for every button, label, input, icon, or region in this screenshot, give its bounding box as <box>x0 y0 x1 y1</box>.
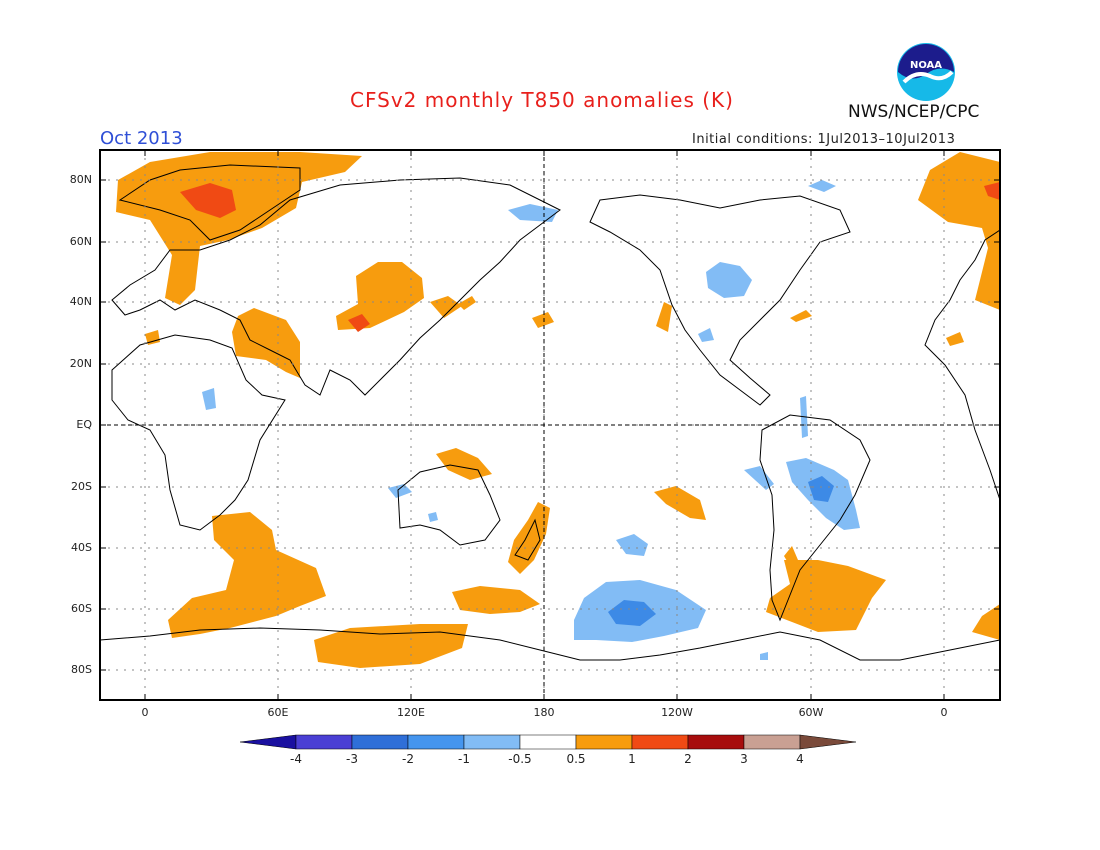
longitude-label: 120E <box>397 706 425 719</box>
coast-antarctica <box>100 627 1000 661</box>
colorbar-segment <box>519 734 577 750</box>
warm-anomaly-iberia <box>946 332 964 346</box>
latitude-label: 60S <box>71 602 92 615</box>
cool-anomaly-west-australia <box>388 484 412 498</box>
colorbar-label: 1 <box>628 752 636 766</box>
warm-anomaly-south-indian <box>168 512 326 638</box>
cool-anomaly-north-america <box>706 262 752 298</box>
colorbar-label: -0.5 <box>508 752 532 766</box>
warm-anomaly-far-southeast <box>972 604 1000 640</box>
colorbar-label: 4 <box>796 752 804 766</box>
cool-anomaly-us-west-coast <box>698 328 714 342</box>
coast-europe-east <box>924 229 1000 501</box>
colorbar-min-arrow <box>240 734 297 750</box>
longitude-label: 60E <box>267 706 289 719</box>
latitude-label: 20S <box>71 480 92 493</box>
colorbar-label: -4 <box>290 752 302 766</box>
warm-anomaly-pacific-small <box>532 312 554 328</box>
warm-anomaly-central-asia <box>336 262 424 330</box>
cool-anomaly-south-australia <box>428 512 438 522</box>
latitude-label: EQ <box>76 418 92 431</box>
forecast-period: Oct 2013 <box>100 128 183 149</box>
colorbar-segment <box>575 734 633 750</box>
axis-ticks <box>100 150 1000 700</box>
longitude-label: 60W <box>798 706 824 719</box>
colorbar-segment <box>295 734 353 750</box>
warm-anomaly-new-guinea <box>436 448 492 480</box>
agency-label: NWS/NCEP/CPC <box>848 102 980 122</box>
warm-anomaly-japan <box>458 296 476 310</box>
longitude-label: 0 <box>940 706 948 719</box>
warm-anomaly-arctic-east <box>918 152 1000 310</box>
longitude-label: 180 <box>533 706 555 719</box>
warm-anomaly-south-australia-ocean <box>452 586 540 614</box>
warm-anomaly-north-africa <box>145 330 160 345</box>
latitude-label: 80N <box>69 173 92 186</box>
cool-anomaly-arctic-canada <box>808 180 836 192</box>
coast-eurasia <box>111 177 561 396</box>
warm-anomaly-west-atlantic <box>790 310 812 322</box>
latitude-label: 60N <box>69 235 92 248</box>
noaa-logo: NOAA <box>897 43 955 101</box>
coast-north-america <box>589 194 851 406</box>
colorbar-segment <box>407 734 465 750</box>
warm-anomaly-antarctic-indian <box>314 624 468 668</box>
cool-anomaly-bering <box>508 204 558 222</box>
warm-anomaly-middle-east <box>232 308 300 378</box>
colorbar-label: 2 <box>684 752 692 766</box>
coastlines <box>100 164 1000 661</box>
colorbar-label: -1 <box>458 752 470 766</box>
logo-text: NOAA <box>910 60 942 71</box>
anomaly-shading <box>100 152 1000 668</box>
coast-africa <box>111 334 286 531</box>
warm-anomaly-asia-core <box>348 314 370 332</box>
colorbar-label: 0.5 <box>566 752 586 766</box>
warm-anomaly-greenland-arctic <box>116 152 362 305</box>
warm-anomaly-south-pacific-east <box>654 486 706 520</box>
coast-australia <box>397 464 501 546</box>
coast-south-america <box>759 414 871 622</box>
colorbar-segment <box>631 734 689 750</box>
colorbar <box>240 734 857 750</box>
latitude-label: 20N <box>69 357 92 370</box>
colorbar-max-arrow <box>799 734 857 750</box>
longitude-label: 120W <box>661 706 693 719</box>
colorbar-segment <box>463 734 521 750</box>
colorbar-label: -3 <box>346 752 358 766</box>
cool-anomaly-antarctic <box>760 652 768 660</box>
latitude-label: 40S <box>71 541 92 554</box>
colorbar-segment <box>687 734 745 750</box>
colorbar-label: -2 <box>402 752 414 766</box>
warm-anomaly-argentina <box>784 546 798 566</box>
colorbar-label: 3 <box>740 752 748 766</box>
latitude-label: 80S <box>71 663 92 676</box>
latitude-label: 40N <box>69 295 92 308</box>
longitude-label: 0 <box>141 706 149 719</box>
warm-anomaly-south-atlantic <box>766 560 886 632</box>
cool-anomaly-east-pacific <box>744 466 774 490</box>
cool-anomaly-south-pacific-core <box>608 600 656 626</box>
colorbar-segment <box>351 734 409 750</box>
colorbar-segment <box>743 734 801 750</box>
cool-anomaly-south-pacific-mid <box>616 534 648 556</box>
warm-anomaly-greenland-core <box>180 183 236 218</box>
coast-new-zealand <box>514 518 541 561</box>
warm-anomaly-west-coast-us <box>656 302 672 332</box>
initial-conditions: Initial conditions: 1Jul2013–10Jul2013 <box>692 132 956 147</box>
warm-anomaly-arctic-east-core <box>984 182 1000 200</box>
cool-anomaly-sahel <box>202 388 216 410</box>
coast-greenland <box>118 164 301 241</box>
cool-anomaly-south-america-core <box>808 476 834 502</box>
map-title: CFSv2 monthly T850 anomalies (K) <box>350 88 734 112</box>
